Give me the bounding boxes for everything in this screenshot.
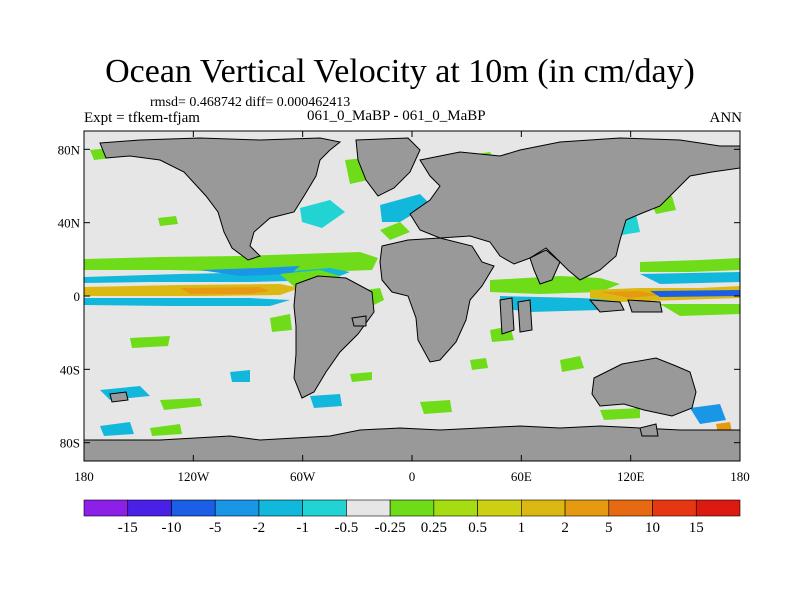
colorbar-label: -0.5 — [335, 520, 359, 536]
y-tick-label: 40S — [60, 362, 80, 377]
colorbar-label: 5 — [605, 520, 613, 536]
field-patch — [380, 222, 410, 240]
colorbar-label: -15 — [118, 520, 138, 536]
field-patch — [84, 252, 378, 272]
land-island — [109, 391, 129, 403]
field-patch — [640, 258, 740, 272]
colorbar-box — [477, 499, 522, 517]
land-south-america — [293, 275, 375, 399]
field-patch — [310, 394, 342, 408]
field-patch — [150, 424, 182, 436]
colorbar-label: 0.25 — [421, 520, 447, 536]
velocity-field — [84, 148, 740, 436]
colorbar-label: -2 — [253, 520, 266, 536]
field-patch — [200, 266, 300, 276]
y-tick-label: 80S — [60, 436, 80, 451]
colorbar-label: 10 — [645, 520, 660, 536]
colorbar-box — [521, 499, 566, 517]
field-patch — [158, 216, 178, 226]
colorbar-label: -5 — [209, 520, 222, 536]
x-tick-label: 180 — [730, 469, 750, 484]
stats-line: rmsd= 0.468742 diff= 0.000462413 — [150, 95, 351, 110]
field-patch — [600, 291, 660, 298]
colorbar-box — [695, 499, 741, 517]
land-island — [639, 423, 659, 437]
y-tick-label: 40N — [58, 216, 81, 231]
field-patch — [650, 290, 740, 297]
land-indonesia — [627, 299, 663, 313]
season-label: ANN — [709, 110, 743, 126]
land-africa — [379, 237, 495, 363]
field-patch — [560, 356, 584, 372]
colorbar-box — [608, 499, 653, 517]
field-patch — [420, 400, 452, 414]
field-patch — [350, 372, 372, 382]
colorbar-box — [564, 499, 610, 517]
colorbar-box — [171, 499, 216, 517]
land-north-america — [99, 137, 342, 261]
field-patch — [470, 358, 488, 370]
colorbar-box — [389, 499, 435, 517]
colorbar-box — [127, 499, 172, 517]
colorbar-label: 2 — [561, 520, 569, 536]
chart-title: Ocean Vertical Velocity at 10m (in cm/da… — [105, 53, 695, 90]
land-madagascar — [499, 297, 515, 335]
colorbar-label: -1 — [296, 520, 309, 536]
field-patch — [300, 200, 345, 228]
experiment-label: Expt = tfkem-tfjam — [84, 110, 200, 126]
y-tick-label: 0 — [74, 289, 81, 304]
field-patch — [640, 272, 740, 284]
case-label: 061_0_MaBP - 061_0_MaBP — [307, 108, 486, 124]
colorbar-label: 0.5 — [468, 520, 487, 536]
land-indonesia — [588, 299, 625, 313]
land-australia — [591, 357, 697, 417]
colorbar-box — [83, 499, 129, 517]
x-tick-label: 120W — [177, 469, 210, 484]
land-greenland — [355, 137, 421, 197]
field-patch — [180, 287, 270, 294]
colorbar-label: -10 — [161, 520, 181, 536]
field-patch — [600, 408, 640, 420]
field-patch — [690, 404, 726, 424]
x-tick-label: 0 — [409, 469, 416, 484]
land-antarctica — [84, 425, 740, 461]
colorbar-box — [346, 499, 391, 517]
x-axis: 180 120W 60W 0 60E 120E 180 — [74, 131, 750, 484]
land-madagascar — [517, 299, 533, 333]
land-island — [351, 315, 367, 327]
colorbar-box — [652, 499, 697, 517]
field-patch — [130, 336, 170, 348]
field-patch — [84, 298, 290, 306]
y-tick-label: 80N — [58, 142, 81, 157]
colorbar-box — [433, 499, 478, 517]
land-masses — [84, 137, 740, 461]
field-patch — [270, 314, 292, 332]
colorbar: -15 -10 -5 -2 -1 -0.5 -0.25 0.25 0.5 1 2 5 10 15 — [83, 499, 741, 536]
colorbar-label: 1 — [518, 520, 526, 536]
field-patch — [160, 398, 202, 410]
field-patch — [230, 370, 250, 382]
field-patch — [100, 422, 134, 436]
field-patch — [660, 304, 740, 316]
colorbar-box — [302, 499, 347, 517]
colorbar-box — [258, 499, 303, 517]
x-tick-label: 120E — [617, 469, 645, 484]
x-tick-label: 60W — [290, 469, 316, 484]
x-tick-label: 60E — [511, 469, 532, 484]
colorbar-label: 15 — [689, 520, 704, 536]
land-india — [529, 249, 561, 285]
land-eurasia — [409, 137, 740, 281]
colorbar-label: -0.25 — [375, 520, 406, 536]
y-axis: 80N 40N 0 40S 80S — [58, 142, 740, 451]
x-tick-label: 180 — [74, 469, 94, 484]
colorbar-box — [214, 499, 260, 517]
field-patch — [380, 194, 430, 222]
field-patch — [490, 276, 620, 294]
